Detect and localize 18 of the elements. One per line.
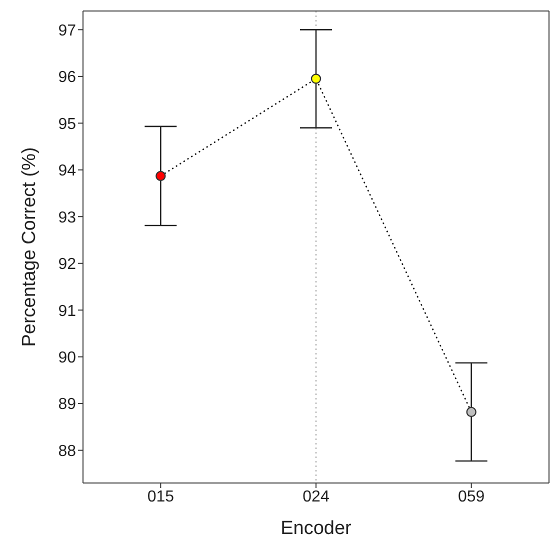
point [466, 406, 476, 418]
y-tick-label: 92 [58, 256, 76, 274]
x-axis-title: Encoder [280, 518, 352, 539]
x-tick-label: 024 [302, 488, 330, 506]
y-tick-label: 88 [58, 442, 76, 460]
y-tick-label: 93 [58, 209, 76, 226]
y-tick-label: 97 [58, 22, 76, 40]
x-tick-label: 059 [458, 488, 485, 506]
x-tick-label: 015 [147, 488, 174, 506]
y-tick-label: 90 [58, 350, 76, 366]
y-tick-label: 95 [58, 116, 76, 133]
y-tick-label: 94 [58, 162, 76, 180]
y-tick-label: 96 [58, 69, 76, 86]
point [156, 170, 166, 182]
y-axis-title: Percentage Correct (%) [19, 147, 40, 347]
y-tick-label: 91 [58, 302, 76, 320]
y-tick-label: 89 [58, 396, 76, 414]
point [310, 74, 322, 84]
